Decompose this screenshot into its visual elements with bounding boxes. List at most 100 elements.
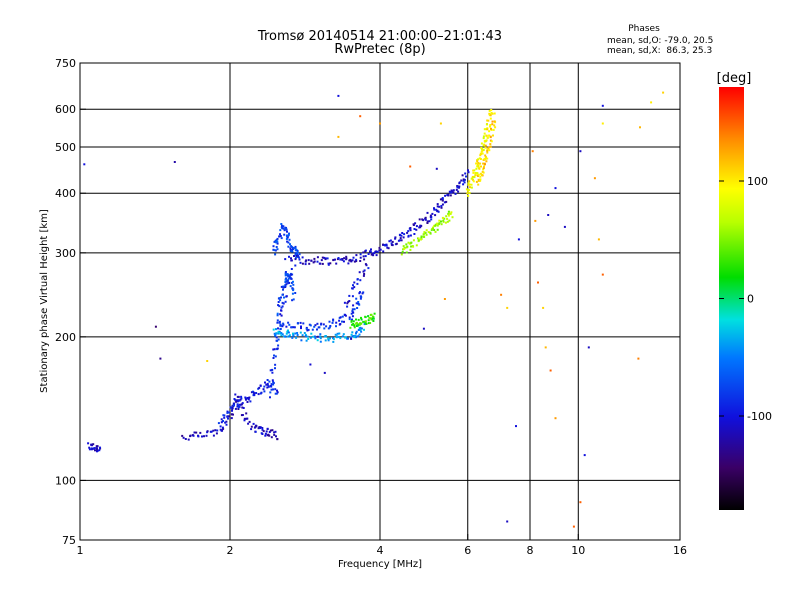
- echo-point: [272, 328, 275, 331]
- echo-point: [246, 401, 249, 403]
- echo-point: [240, 395, 243, 398]
- echo-point: [297, 256, 300, 259]
- echo-point: [354, 334, 357, 337]
- echo-point: [359, 291, 361, 294]
- echo-point: [269, 429, 272, 432]
- echo-point: [547, 214, 550, 216]
- echo-point: [250, 428, 253, 431]
- x-tick-label: 1: [77, 544, 84, 557]
- echo-point: [446, 217, 449, 220]
- echo-point: [308, 262, 311, 265]
- echo-point: [336, 332, 339, 335]
- echo-point: [445, 200, 448, 203]
- x-tick-label: 10: [571, 544, 585, 557]
- echo-point: [230, 406, 233, 409]
- echo-point: [493, 124, 496, 127]
- echo-point: [438, 205, 441, 208]
- echo-point: [280, 314, 283, 317]
- echo-point: [357, 329, 360, 331]
- x-axis: 1 2 4 6 8 10 16: [77, 534, 687, 557]
- stats-o-mode: mean, sd,O: -79.0, 20.5: [607, 36, 713, 46]
- echo-point: [479, 172, 482, 175]
- echo-point: [478, 167, 481, 170]
- echo-point: [359, 297, 362, 300]
- echo-point: [222, 414, 225, 417]
- echo-point: [554, 417, 557, 420]
- echo-point: [482, 168, 485, 171]
- echo-point: [489, 114, 492, 117]
- echo-point: [290, 259, 293, 262]
- echo-point: [403, 247, 406, 250]
- echo-point: [394, 236, 397, 239]
- echo-point: [255, 392, 258, 394]
- echo-point: [488, 109, 491, 112]
- echo-point: [272, 380, 275, 383]
- echo-point: [276, 438, 279, 441]
- echo-point: [433, 229, 436, 231]
- echo-point: [203, 435, 205, 438]
- echo-point: [282, 323, 285, 326]
- echo-point: [476, 165, 479, 168]
- echo-point: [232, 404, 235, 407]
- echo-point: [300, 325, 302, 328]
- echo-point: [440, 220, 442, 223]
- echo-point: [294, 247, 297, 250]
- echo-point: [316, 339, 319, 342]
- echo-point: [287, 331, 290, 334]
- echo-point: [637, 357, 640, 360]
- echo-point: [276, 240, 279, 243]
- echo-point: [268, 434, 271, 437]
- echo-point: [452, 191, 455, 194]
- chart-title: Tromsø 20140514 21:00:00–21:01:43: [257, 29, 502, 44]
- echo-point: [486, 151, 489, 154]
- echo-point: [362, 270, 365, 273]
- echo-point: [296, 251, 299, 254]
- echo-point: [244, 396, 247, 399]
- echo-point: [351, 259, 354, 262]
- echo-point: [490, 128, 493, 131]
- echo-point: [348, 259, 351, 262]
- echo-point: [639, 126, 641, 129]
- echo-point: [479, 158, 482, 160]
- echo-point: [489, 135, 492, 138]
- echo-point: [348, 316, 351, 319]
- echo-point: [305, 259, 308, 262]
- echo-point: [482, 171, 485, 174]
- echo-point: [290, 268, 293, 270]
- echo-point: [265, 383, 268, 386]
- echo-point: [443, 201, 446, 204]
- echo-point: [572, 525, 575, 528]
- echo-point: [440, 206, 443, 209]
- echo-point: [593, 177, 596, 180]
- echo-point: [477, 165, 480, 168]
- echo-point: [243, 419, 246, 422]
- echo-point: [296, 332, 299, 334]
- echo-point: [467, 182, 470, 185]
- echo-point: [281, 227, 284, 230]
- echo-point: [356, 282, 359, 285]
- echo-point: [259, 384, 262, 387]
- echo-point: [337, 257, 340, 259]
- echo-point: [362, 320, 365, 323]
- echo-point: [284, 335, 287, 338]
- echo-point: [278, 305, 281, 308]
- echo-point: [360, 318, 363, 321]
- echo-point: [268, 380, 271, 383]
- echo-point: [394, 237, 397, 240]
- echo-point: [287, 277, 290, 280]
- echo-point: [426, 211, 429, 214]
- echo-point: [282, 285, 285, 288]
- echo-point: [424, 218, 427, 221]
- grid-lines: [80, 63, 680, 540]
- echo-point: [193, 431, 196, 434]
- echo-point: [309, 336, 312, 339]
- y-tick-label: 75: [62, 534, 76, 547]
- echo-point: [347, 337, 349, 340]
- echo-point: [237, 406, 240, 409]
- echo-point: [458, 185, 461, 188]
- echo-point: [225, 423, 228, 426]
- echo-point: [465, 188, 468, 191]
- echo-point: [487, 119, 490, 122]
- echo-point: [386, 246, 389, 249]
- echo-point: [448, 219, 451, 222]
